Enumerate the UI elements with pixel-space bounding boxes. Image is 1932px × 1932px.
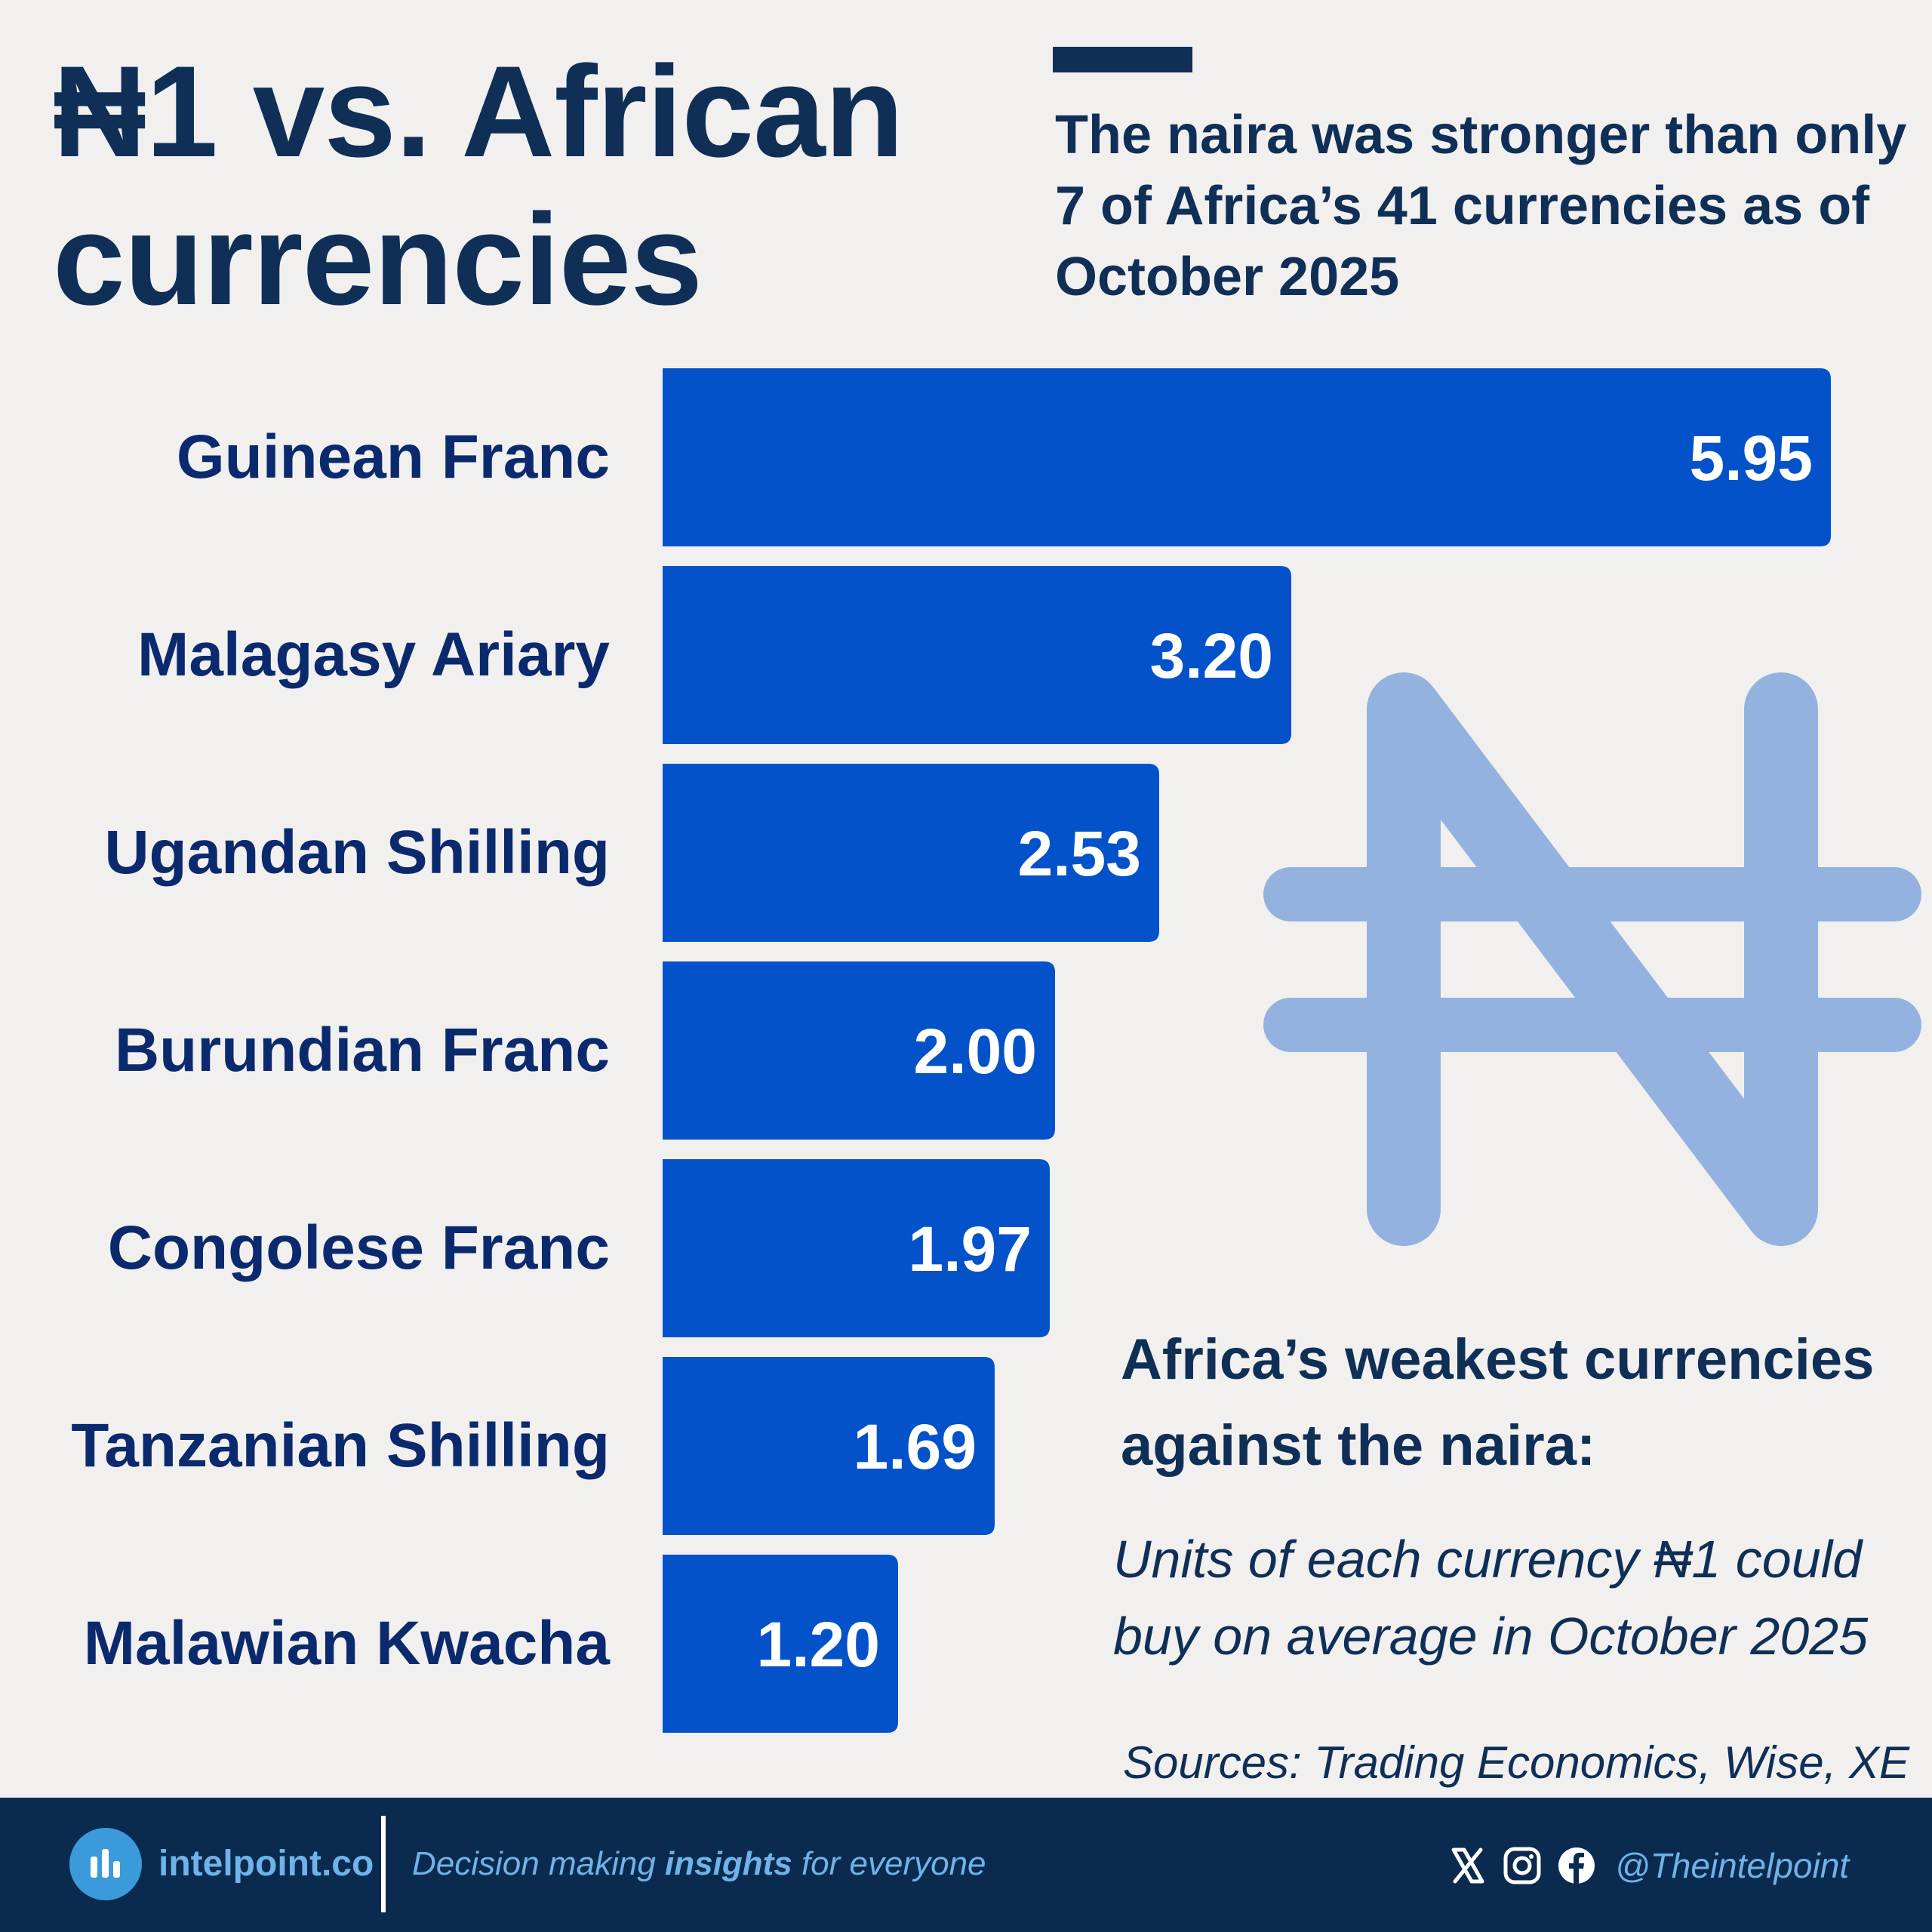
- brand-link[interactable]: intelpoint.co: [158, 1844, 374, 1884]
- title-line-2: currencies: [53, 187, 703, 332]
- intelpoint-logo-icon[interactable]: [69, 1828, 142, 1900]
- bar: [663, 1159, 1050, 1337]
- bar-value-label: 3.20: [1150, 620, 1274, 691]
- bar-value-label: 2.00: [914, 1016, 1038, 1087]
- facebook-icon[interactable]: [1556, 1845, 1597, 1886]
- bar: [663, 566, 1291, 744]
- bar: [663, 764, 1159, 942]
- category-label: Congolese Franc: [108, 1214, 610, 1282]
- bar: [663, 1555, 898, 1733]
- sources-note: Sources: Trading Economics, Wise, XE: [1122, 1737, 1909, 1788]
- annotation-heading: Africa’s weakest currencies against the …: [1121, 1327, 1875, 1478]
- tagline-bold: insights: [665, 1845, 792, 1882]
- social-links: @Theintelpoint: [1447, 1841, 1849, 1890]
- chart-subtitle: The naira was stronger than only 7 of Af…: [1055, 105, 1907, 307]
- category-label: Ugandan Shilling: [104, 818, 610, 887]
- x-icon[interactable]: [1447, 1845, 1488, 1886]
- category-label: Malagasy Ariary: [137, 620, 610, 689]
- bar: [663, 1357, 995, 1535]
- instagram-icon[interactable]: [1502, 1845, 1543, 1886]
- bar-value-label: 1.20: [757, 1609, 881, 1680]
- bar-value-label: 5.95: [1690, 423, 1814, 494]
- category-label: Malawian Kwacha: [84, 1609, 611, 1678]
- naira-watermark-icon: [1263, 672, 1921, 1246]
- tagline-end: for everyone: [792, 1845, 986, 1882]
- bar-value-label: 1.97: [909, 1214, 1032, 1284]
- subtitle-accent-bar: [1053, 47, 1192, 72]
- category-label: Guinean Franc: [177, 423, 610, 491]
- tagline: Decision making insights for everyone: [412, 1841, 986, 1887]
- bar: [663, 961, 1055, 1140]
- tagline-start: Decision making: [412, 1845, 666, 1882]
- bar-value-label: 2.53: [1018, 818, 1142, 889]
- footer: intelpoint.co Decision making insights f…: [0, 1798, 1932, 1932]
- bar: [663, 368, 1831, 546]
- chart-title: ₦1 vs. African currencies: [53, 38, 1004, 334]
- bar-chart: Guinean Franc 5.95 Malagasy Ariary 3.20 Ugan…: [71, 368, 1831, 1733]
- footer-divider: [381, 1816, 386, 1912]
- annotation-body: Units of each currency ₦1 could buy on a…: [1113, 1530, 1869, 1666]
- category-label: Tanzanian Shilling: [71, 1411, 610, 1480]
- social-handle[interactable]: @Theintelpoint: [1615, 1846, 1850, 1885]
- title-line-1: ₦1 vs. African: [53, 39, 904, 184]
- bar-value-label: 1.69: [854, 1411, 977, 1482]
- category-label: Burundian Franc: [115, 1016, 610, 1084]
